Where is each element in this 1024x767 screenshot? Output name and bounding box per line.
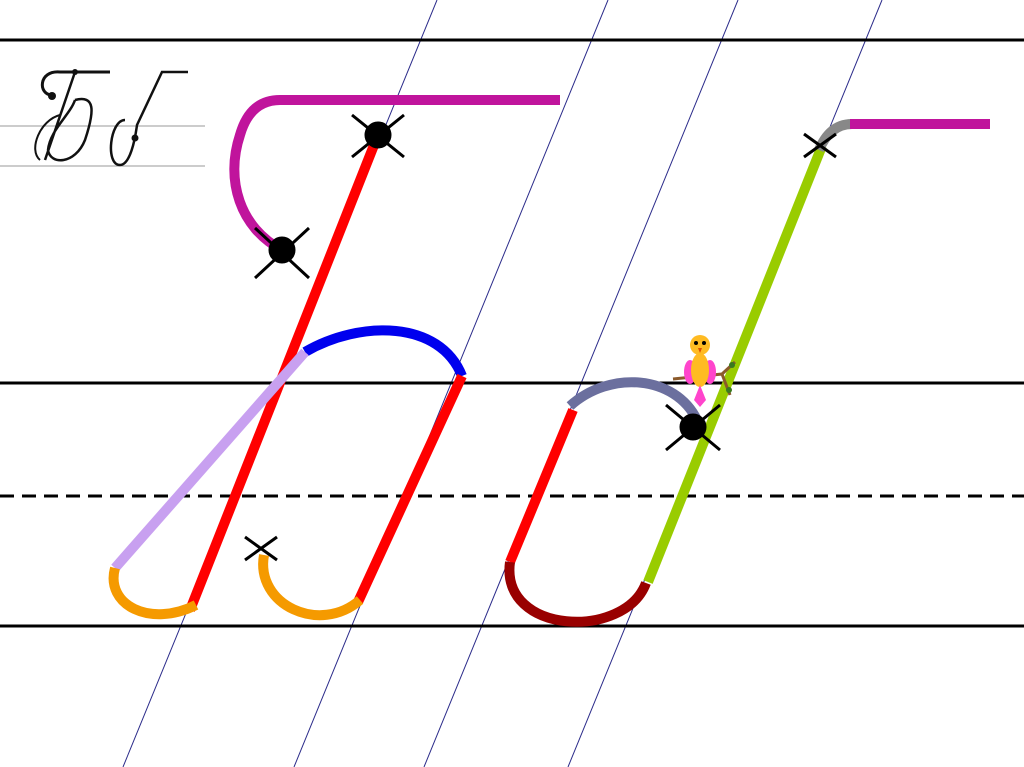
letter-B-strokes: [108, 95, 560, 621]
right-bottom-hook-stroke: [258, 554, 364, 621]
diagonal-stroke: [111, 348, 309, 572]
cross-marker: [803, 132, 837, 159]
bowl-left-stroke: [505, 408, 578, 564]
sample-letters-image: [0, 69, 205, 167]
markers: [244, 113, 837, 562]
entry-hook-stroke: [229, 95, 560, 255]
cross-marker: [244, 535, 278, 562]
bird-on-branch-icon: [672, 335, 737, 407]
top-turn-stroke: [814, 119, 853, 153]
ruling-lines: [0, 38, 1024, 628]
start-point-marker: [253, 226, 311, 280]
right-stem-stroke: [353, 373, 467, 605]
bowl-bottom-stroke: [504, 561, 651, 627]
left-bottom-hook-stroke: [108, 566, 199, 620]
letter-b-strokes: [504, 119, 990, 627]
start-point-marker: [351, 113, 405, 159]
bowl-top-arc-stroke: [566, 377, 702, 423]
upper-loop-stroke: [302, 325, 467, 379]
start-point-marker: [665, 403, 721, 452]
